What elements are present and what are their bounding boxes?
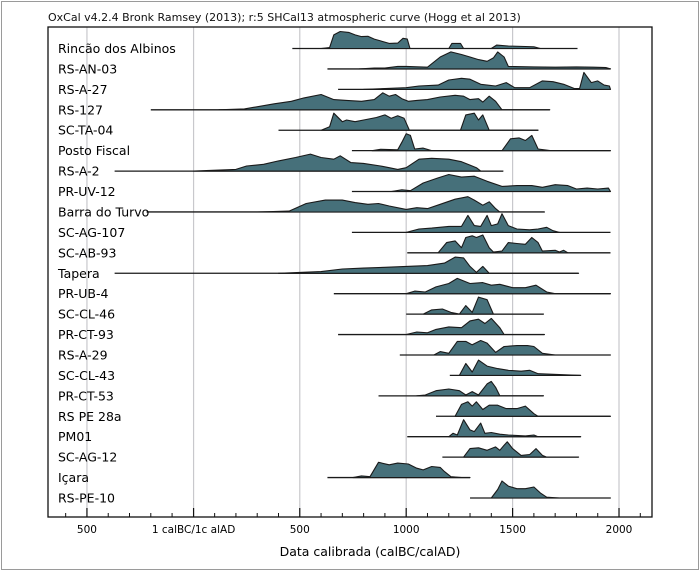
distribution-row — [150, 92, 551, 111]
x-tick-label: 500 — [290, 524, 310, 536]
row-label: Tapera — [57, 266, 100, 281]
distribution-row — [406, 296, 545, 315]
probability-distribution — [352, 461, 471, 479]
row-label: SC-CL-43 — [58, 368, 115, 383]
probability-distribution — [405, 317, 546, 336]
x-tick-label: 1500 — [499, 524, 526, 536]
distribution-row — [378, 380, 545, 397]
chart-title: OxCal v4.2.4 Bronk Ramsey (2013); r:5 SH… — [48, 11, 521, 24]
row-label: SC-AB-93 — [58, 245, 116, 260]
distribution-row — [292, 30, 578, 50]
probability-distribution — [405, 213, 560, 233]
x-tick-label: 500 — [77, 524, 97, 536]
probability-distribution — [490, 480, 612, 499]
row-label: PR-UB-4 — [58, 286, 108, 301]
row-label: Rincão dos Albinos — [58, 41, 176, 56]
probability-distribution — [390, 173, 612, 193]
distribution-row — [146, 196, 546, 213]
row-label: Içara — [58, 470, 89, 485]
row-label: RS-A-27 — [58, 82, 108, 97]
probability-distribution — [363, 71, 612, 90]
row-label: SC-TA-04 — [58, 123, 113, 138]
probability-distribution — [454, 401, 612, 417]
distribution-row — [470, 480, 612, 499]
distribution-rows — [114, 30, 612, 499]
x-tick-label: 2000 — [606, 524, 633, 536]
probability-distribution — [371, 133, 612, 152]
row-label: Posto Fiscal — [58, 143, 130, 158]
probability-distribution — [277, 256, 580, 274]
row-label: SC-AG-107 — [58, 225, 125, 240]
distribution-row — [351, 133, 612, 152]
row-label: PR-CT-93 — [58, 327, 114, 342]
probability-distribution — [358, 51, 612, 70]
distribution-row — [327, 51, 612, 70]
distribution-row — [351, 213, 611, 234]
probability-distribution — [463, 441, 580, 458]
row-label: RS PE 28a — [58, 409, 122, 424]
probability-distribution — [458, 359, 582, 376]
distribution-row — [327, 461, 471, 479]
probability-distribution — [218, 92, 551, 111]
distribution-row — [407, 419, 582, 438]
probability-distribution — [416, 380, 545, 397]
row-label: SC-CL-46 — [58, 307, 115, 322]
probability-distribution — [320, 30, 541, 50]
distribution-row — [338, 71, 612, 91]
probability-distribution — [256, 196, 546, 213]
probability-distribution — [405, 277, 612, 295]
distribution-row — [333, 277, 612, 295]
row-label: Barra do Turvo — [58, 204, 149, 219]
row-label: PR-UV-12 — [58, 184, 116, 199]
x-axis-label: Data calibrada (calBC/calAD) — [280, 544, 461, 559]
distribution-row — [278, 112, 539, 131]
probability-distribution — [448, 419, 582, 438]
row-label: RS-AN-03 — [58, 61, 117, 76]
distribution-row — [399, 339, 612, 356]
x-tick-label: 1000 — [393, 524, 420, 536]
plot-area-frame — [47, 26, 653, 518]
probability-distribution — [320, 112, 539, 131]
probability-distribution — [192, 153, 504, 172]
probability-distribution — [422, 296, 545, 315]
distribution-row — [442, 441, 580, 458]
row-labels: Rincão dos Albinos RS-AN-03 RS-A-27 RS-127 S… — [57, 41, 176, 506]
distribution-row — [338, 317, 546, 336]
row-label: RS-A-2 — [58, 164, 100, 179]
distribution-row — [114, 153, 504, 172]
probability-distribution — [433, 339, 612, 356]
distribution-row — [351, 173, 612, 193]
row-label: PR-CT-53 — [58, 388, 114, 403]
row-label: SC-AG-12 — [58, 450, 117, 465]
distribution-row — [435, 401, 612, 417]
row-label: RS-A-29 — [58, 347, 108, 362]
distribution-row — [407, 234, 611, 254]
distribution-row — [449, 359, 582, 377]
distribution-row — [114, 256, 580, 274]
x-tick-label: 1 calBC/1c alAD — [152, 524, 235, 536]
row-label: RS-127 — [58, 102, 103, 117]
row-label: RS-PE-10 — [58, 491, 115, 506]
probability-distribution — [437, 234, 569, 254]
x-axis-ticks: 500 1 calBC/1c alAD 500 1000 1500 2000 — [65, 508, 641, 536]
row-label: PM01 — [58, 429, 92, 444]
